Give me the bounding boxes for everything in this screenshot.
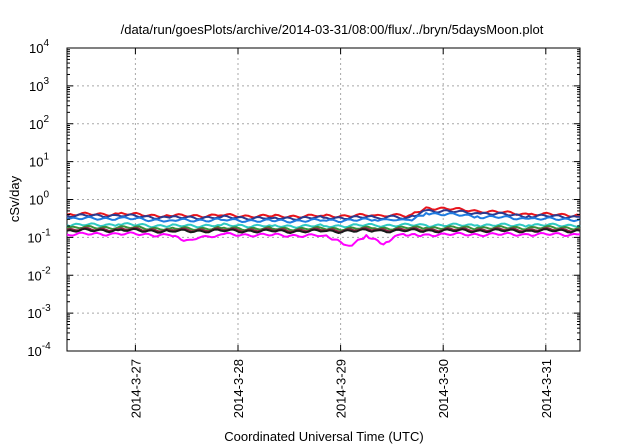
x-tick-label: 2014-3-31 <box>539 359 554 418</box>
y-tick-label: 102 <box>29 114 49 132</box>
series-line <box>66 206 581 219</box>
y-tick-label: 10-2 <box>27 265 51 283</box>
series-line <box>66 208 580 221</box>
y-tick-label: 104 <box>29 38 49 56</box>
y-tick-label: 10-4 <box>27 341 51 359</box>
x-tick-label: 2014-3-30 <box>436 359 451 418</box>
grid-lines <box>67 48 580 351</box>
series-line <box>66 227 581 234</box>
x-axis-label: Coordinated Universal Time (UTC) <box>224 429 423 444</box>
y-tick-label: 100 <box>29 190 49 208</box>
y-axis-ticks: 10-4 10-3 10-2 10-1 100 101 102 103 104 <box>27 38 580 359</box>
x-tick-label: 2014-3-29 <box>334 359 349 418</box>
series-line <box>66 212 581 224</box>
x-tick-label: 2014-3-28 <box>231 359 246 418</box>
y-axis-label: cSv/day <box>7 175 22 222</box>
x-axis-ticks: 2014-3-27 2014-3-28 2014-3-29 2014-3-30 2014… <box>128 48 554 418</box>
y-tick-label: 103 <box>29 76 49 94</box>
series-line <box>66 222 581 229</box>
y-tick-label: 10-1 <box>27 227 51 245</box>
chart-title: /data/run/goesPlots/archive/2014-03-31/0… <box>121 22 544 37</box>
y-tick-label: 10-3 <box>27 303 51 321</box>
data-series <box>66 206 581 247</box>
series-line <box>66 231 580 247</box>
y-tick-label: 101 <box>29 152 49 170</box>
x-tick-label: 2014-3-27 <box>128 359 143 418</box>
